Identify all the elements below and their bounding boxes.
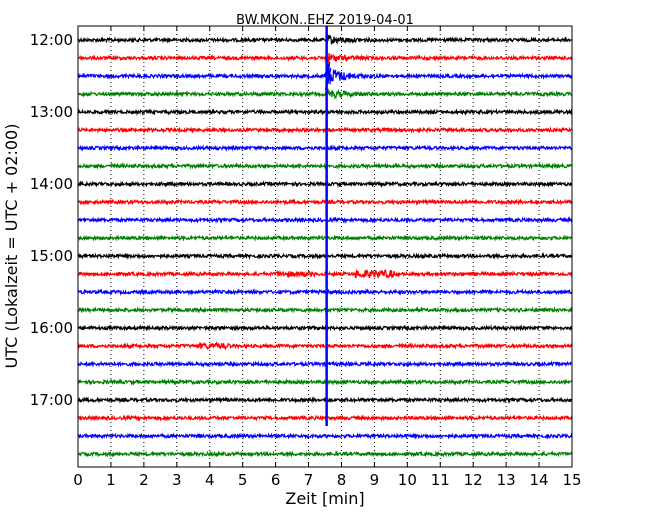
x-tick-label: 5 (238, 471, 248, 489)
trace-line (77, 69, 573, 85)
x-axis: 0 1 2 3 4 5 6 7 8 9 10 11 12 13 14 15 (73, 26, 582, 489)
trace-line (77, 144, 573, 152)
trace-line (77, 378, 573, 386)
trace-line (77, 340, 573, 351)
x-tick-label: 7 (304, 471, 314, 489)
trace-line (77, 53, 573, 64)
plot-frame (77, 25, 573, 468)
y-axis-label: UTC (Lokalzeit = UTC + 02:00) (2, 124, 21, 369)
x-tick-label: 2 (139, 471, 149, 489)
trace-line (77, 396, 573, 404)
x-tick-label: 0 (73, 471, 83, 489)
x-tick-label: 4 (205, 471, 215, 489)
x-tick-label: 9 (370, 471, 380, 489)
trace-line (77, 306, 573, 314)
chart-title: BW.MKON..EHZ 2019-04-01 (236, 13, 414, 28)
trace-line (77, 108, 573, 116)
trace-line (77, 432, 573, 440)
y-tick-label: 14:00 (30, 175, 73, 193)
grid-lines (110, 26, 540, 467)
y-tick-label: 12:00 (30, 31, 73, 49)
trace-line (77, 198, 573, 206)
x-tick-label: 1 (106, 471, 116, 489)
y-tick-label: 16:00 (30, 319, 73, 337)
trace-line (77, 216, 573, 224)
x-tick-label: 10 (398, 471, 417, 489)
y-tick-label: 13:00 (30, 103, 73, 121)
trace-line (77, 414, 573, 422)
y-axis: 12:00 13:00 14:00 15:00 16:00 17:00 (30, 31, 572, 409)
trace-line (77, 269, 573, 279)
x-tick-label: 12 (464, 471, 483, 489)
event-onset-wavelet (323, 61, 332, 91)
trace-line (77, 180, 573, 188)
trace-line (77, 234, 573, 242)
x-tick-label: 14 (530, 471, 549, 489)
x-tick-label: 15 (562, 471, 581, 489)
x-tick-label: 3 (172, 471, 182, 489)
y-tick-label: 15:00 (30, 247, 73, 265)
trace-line (77, 450, 573, 458)
x-tick-label: 6 (271, 471, 281, 489)
trace-line (77, 252, 573, 260)
x-tick-label: 13 (497, 471, 516, 489)
x-tick-label: 11 (431, 471, 450, 489)
trace-line (77, 162, 573, 170)
trace-line (77, 288, 573, 296)
x-axis-label: Zeit [min] (285, 489, 364, 508)
trace-line (77, 324, 573, 332)
x-tick-label: 8 (337, 471, 347, 489)
trace-line (77, 34, 573, 45)
trace-line (77, 126, 573, 134)
y-tick-label: 17:00 (30, 391, 73, 409)
trace-group (77, 34, 573, 458)
event-marker-group (323, 26, 332, 426)
trace-line (77, 360, 573, 368)
trace-line (77, 88, 573, 100)
